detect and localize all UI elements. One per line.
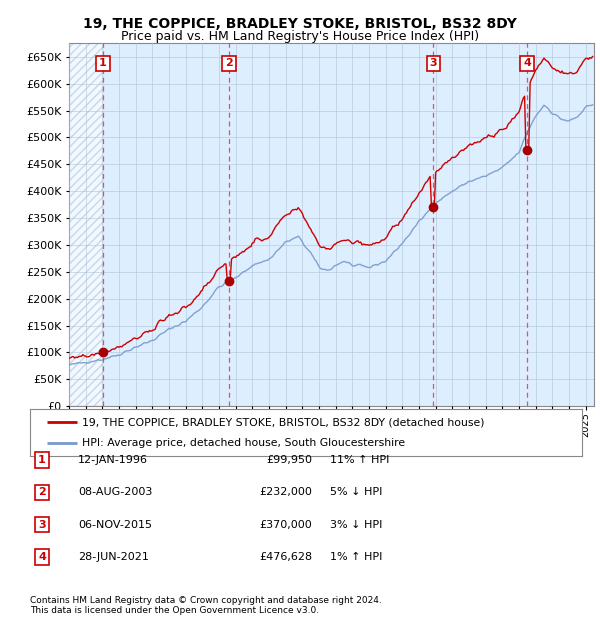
Text: 3% ↓ HPI: 3% ↓ HPI	[330, 520, 382, 529]
Text: 5% ↓ HPI: 5% ↓ HPI	[330, 487, 382, 497]
Text: Contains HM Land Registry data © Crown copyright and database right 2024.: Contains HM Land Registry data © Crown c…	[30, 596, 382, 604]
Text: 3: 3	[38, 520, 46, 529]
Text: 4: 4	[38, 552, 46, 562]
Text: £370,000: £370,000	[259, 520, 312, 529]
Text: 08-AUG-2003: 08-AUG-2003	[78, 487, 152, 497]
Text: £232,000: £232,000	[259, 487, 312, 497]
Text: 19, THE COPPICE, BRADLEY STOKE, BRISTOL, BS32 8DY (detached house): 19, THE COPPICE, BRADLEY STOKE, BRISTOL,…	[82, 417, 485, 427]
Text: HPI: Average price, detached house, South Gloucestershire: HPI: Average price, detached house, Sout…	[82, 438, 406, 448]
Bar	[69, 43, 103, 406]
Text: £476,628: £476,628	[259, 552, 312, 562]
Text: 19, THE COPPICE, BRADLEY STOKE, BRISTOL, BS32 8DY: 19, THE COPPICE, BRADLEY STOKE, BRISTOL,…	[83, 17, 517, 32]
Text: 2: 2	[38, 487, 46, 497]
Text: £99,950: £99,950	[266, 455, 312, 465]
Text: 11% ↑ HPI: 11% ↑ HPI	[330, 455, 389, 465]
Text: Price paid vs. HM Land Registry's House Price Index (HPI): Price paid vs. HM Land Registry's House …	[121, 30, 479, 43]
Bar	[69, 43, 103, 406]
Text: 2: 2	[225, 58, 233, 68]
Text: 1: 1	[38, 455, 46, 465]
Text: 28-JUN-2021: 28-JUN-2021	[78, 552, 149, 562]
Text: 1% ↑ HPI: 1% ↑ HPI	[330, 552, 382, 562]
Text: 1: 1	[99, 58, 107, 68]
Text: 06-NOV-2015: 06-NOV-2015	[78, 520, 152, 529]
Text: 4: 4	[523, 58, 531, 68]
Text: This data is licensed under the Open Government Licence v3.0.: This data is licensed under the Open Gov…	[30, 606, 319, 615]
Text: 12-JAN-1996: 12-JAN-1996	[78, 455, 148, 465]
Text: 3: 3	[430, 58, 437, 68]
